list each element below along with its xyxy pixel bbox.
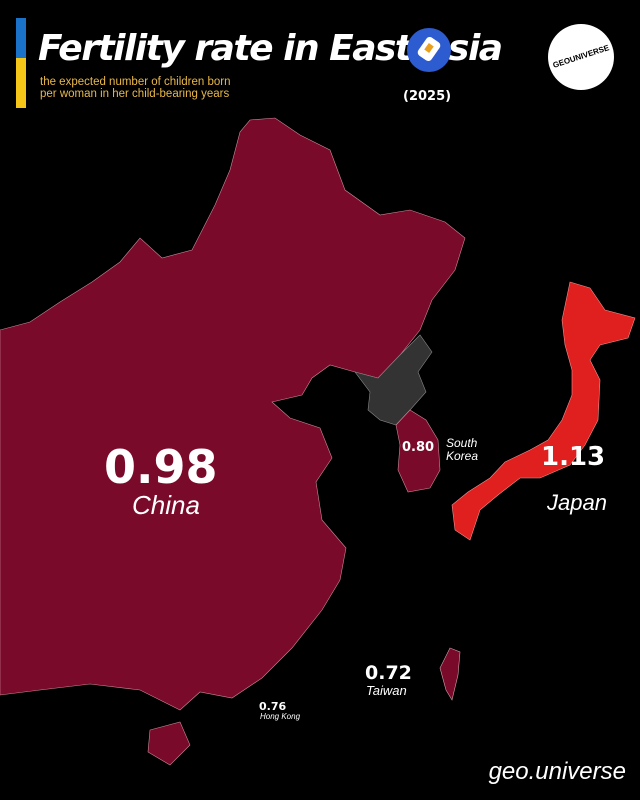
year-label: (2025) bbox=[403, 89, 452, 104]
region-china bbox=[0, 117, 466, 711]
accent-bar-blue bbox=[16, 18, 26, 58]
value-japan: 1.13 bbox=[541, 442, 606, 472]
accent-bar-yellow bbox=[16, 58, 26, 108]
subtitle: the expected number of children born per… bbox=[40, 76, 340, 100]
name-taiwan: Taiwan bbox=[366, 683, 407, 698]
value-hong-kong: 0.76 bbox=[259, 700, 287, 713]
label-china: 0.98 China bbox=[104, 440, 218, 521]
region-taiwan bbox=[439, 647, 461, 701]
region-north-korea bbox=[354, 334, 433, 426]
value-taiwan: 0.72 bbox=[365, 662, 412, 684]
subtitle-line-2: per woman in her child-bearing years bbox=[40, 88, 230, 100]
name-hong-kong: Hong Kong bbox=[260, 712, 301, 721]
region-japan bbox=[451, 281, 636, 541]
region-south-korea bbox=[395, 409, 441, 493]
subtitle-line-1: the expected number of children born bbox=[40, 76, 231, 88]
footer-handle: geo.universe bbox=[488, 758, 626, 785]
name-south-korea-line1: South bbox=[446, 436, 478, 450]
name-south-korea-line2: Korea bbox=[446, 449, 479, 463]
pregnancy-test-icon bbox=[407, 28, 451, 72]
value-south-korea: 0.80 bbox=[402, 440, 435, 455]
region-hainan bbox=[147, 721, 191, 766]
geouniverse-logo: GEOUNIVERSE bbox=[548, 24, 614, 90]
name-south-korea: South Korea bbox=[446, 437, 478, 463]
name-japan: Japan bbox=[547, 490, 607, 515]
value-china: 0.98 bbox=[104, 440, 218, 494]
name-china: China bbox=[132, 490, 200, 520]
